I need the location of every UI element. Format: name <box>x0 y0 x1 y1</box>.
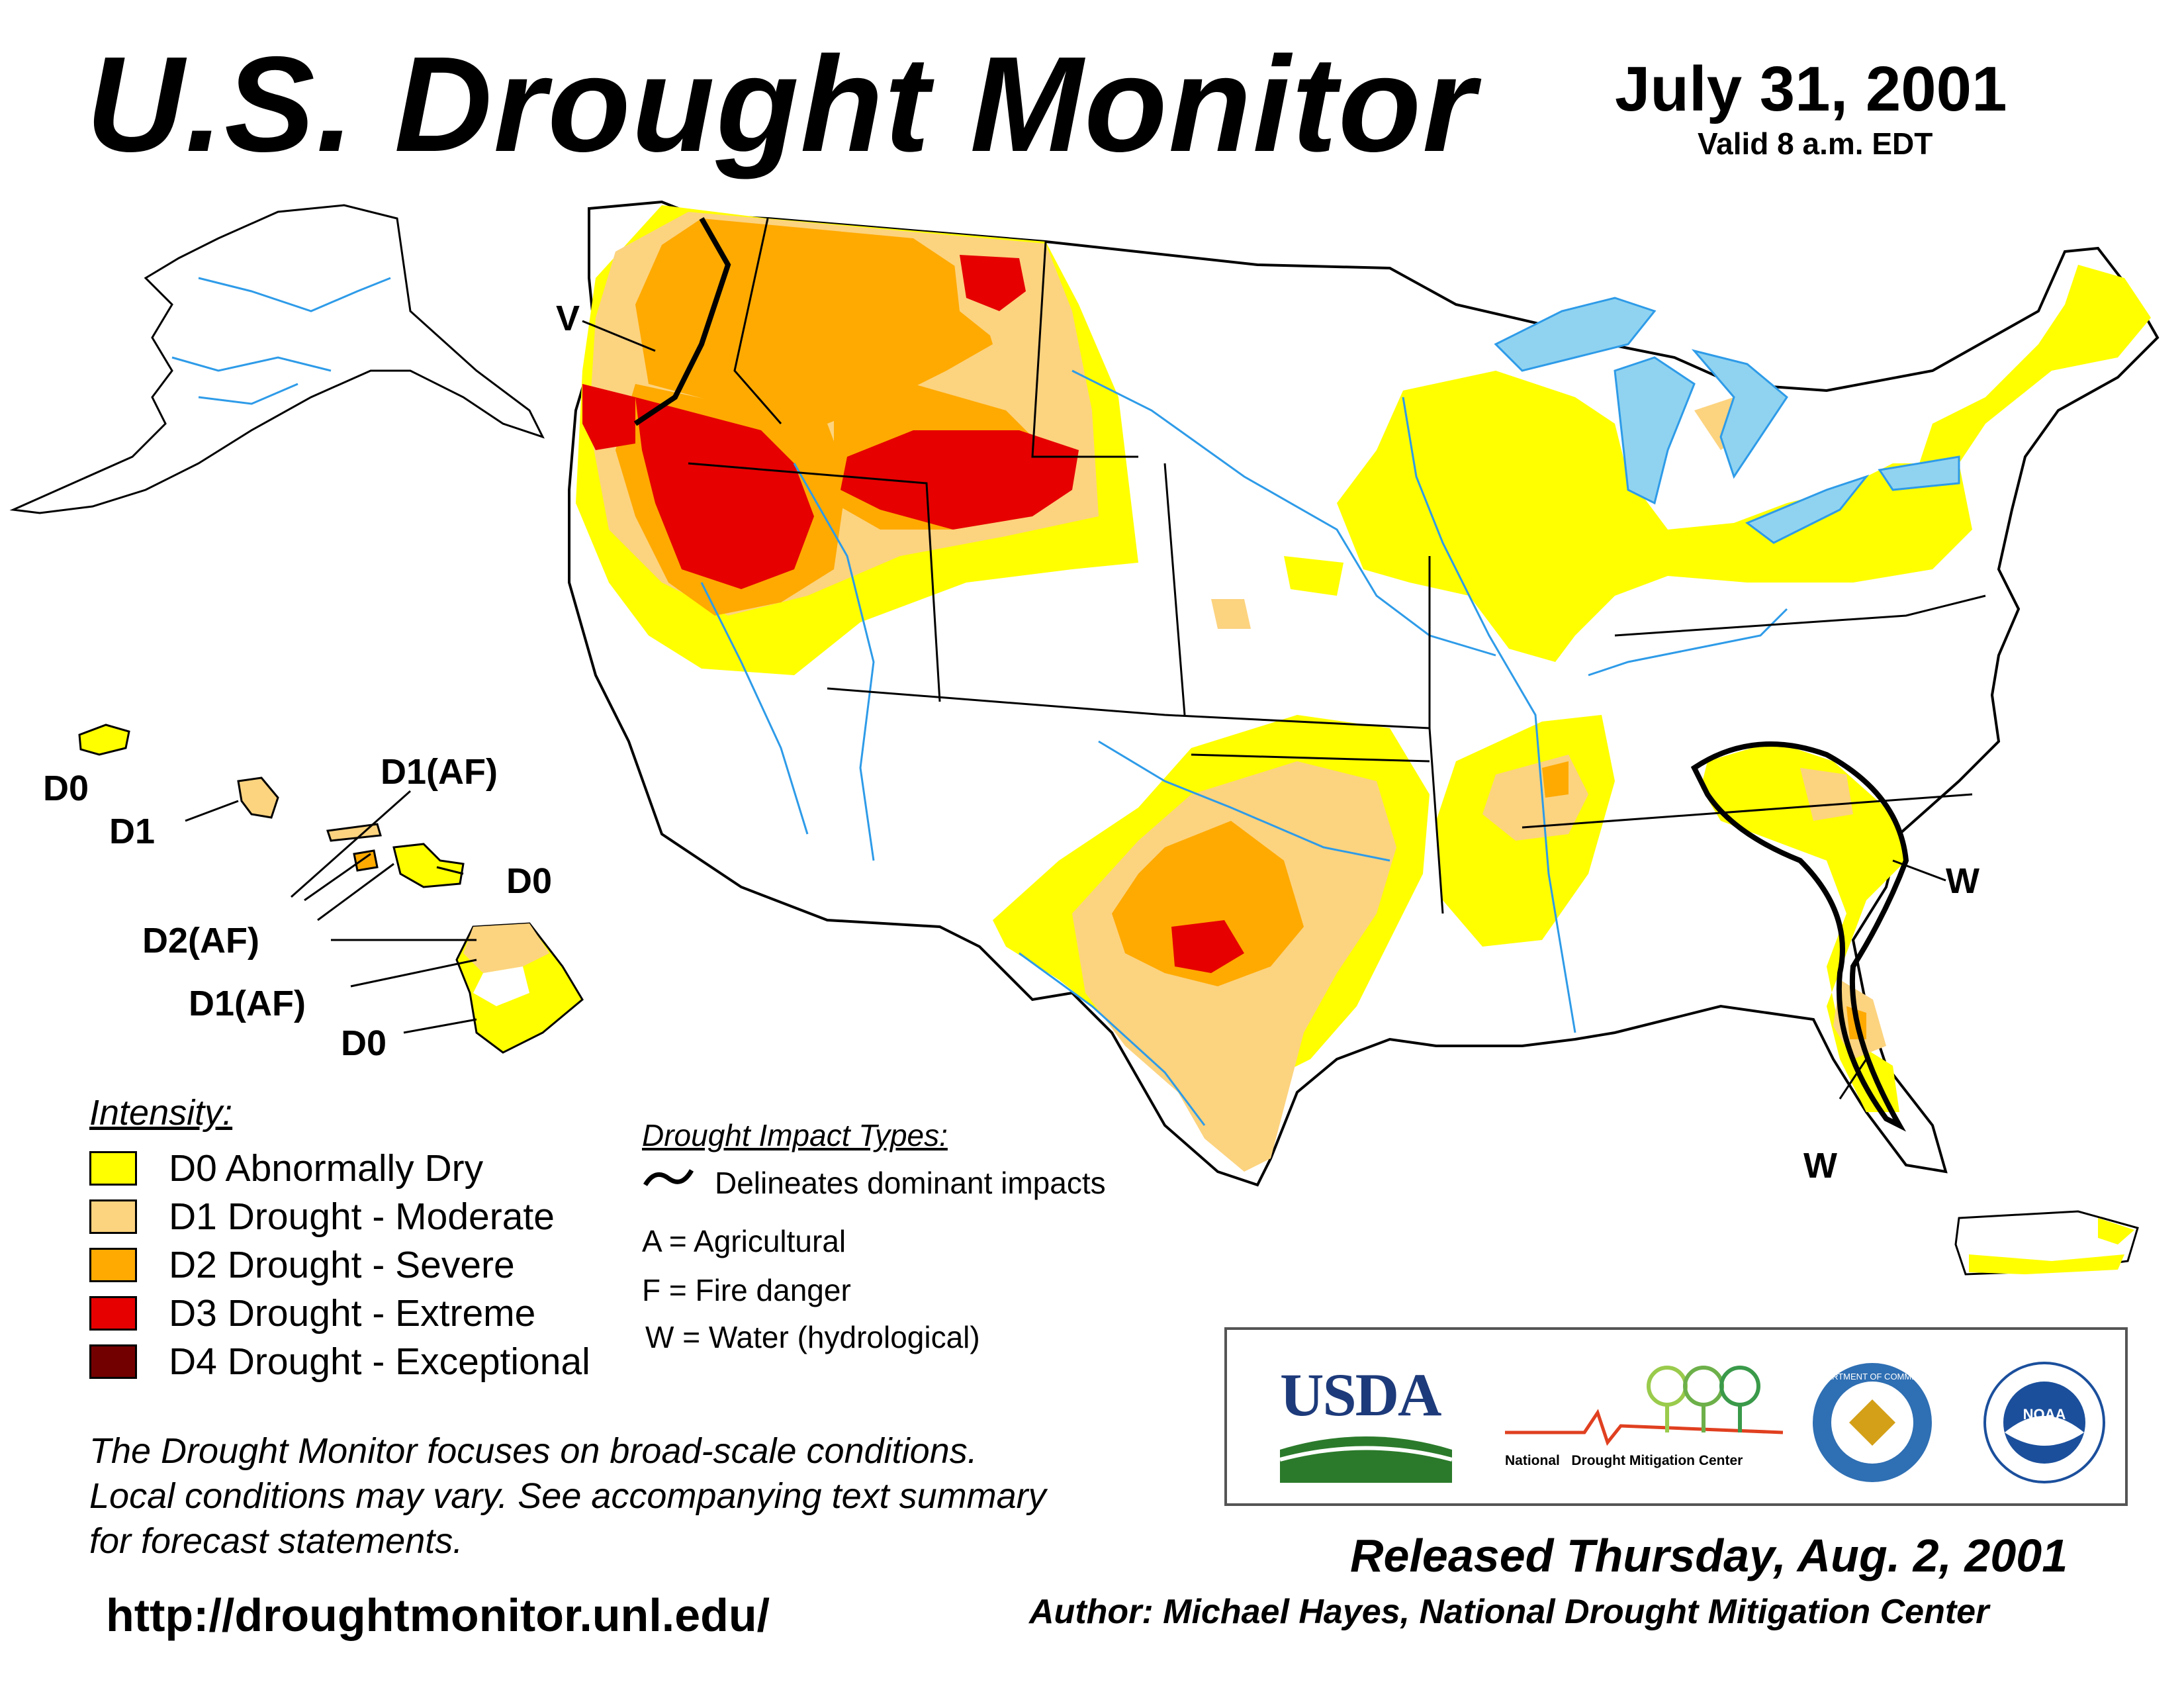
state-borders <box>688 218 1986 914</box>
usda-hills-icon <box>1279 1436 1453 1483</box>
page-title: U.S. Drought Monitor <box>86 28 1477 180</box>
label-molokai: D1(AF) <box>381 752 498 792</box>
author: Author: Michael Hayes, National Drought … <box>1029 1593 1989 1631</box>
hawaii-maui <box>392 843 465 888</box>
noaa-seal-text: NOAA <box>2023 1406 2066 1423</box>
noaa-seal-icon: NOAA <box>1983 1362 2105 1483</box>
label-oahu: D1 <box>109 812 156 851</box>
impacts-heading: Drought Impact Types: <box>642 1118 948 1152</box>
legend-label-d1: D1 Drought - Moderate <box>169 1196 555 1238</box>
label-southeast-w: W <box>1946 861 1979 901</box>
label-maui: D0 <box>506 861 553 901</box>
ndmc-logo-text: National Drought Mitigation Center <box>1505 1453 1783 1469</box>
usda-logo-text: USDA <box>1280 1361 1441 1429</box>
legend-item-d3: D3 Drought - Extreme <box>89 1290 535 1336</box>
drought-west <box>576 205 1138 675</box>
legend-label-d3: D3 Drought - Extreme <box>169 1292 536 1335</box>
legend-swatch-d0 <box>89 1151 137 1186</box>
impacts-fire: F = Fire danger <box>642 1273 851 1307</box>
map-date: July 31, 2001 <box>1615 54 2007 124</box>
legend-item-d2: D2 Drought - Severe <box>89 1242 515 1288</box>
impacts-agricultural: A = Agricultural <box>642 1224 846 1258</box>
legend-swatch-d3 <box>89 1296 137 1331</box>
legend-label-d2: D2 Drought - Severe <box>169 1244 515 1286</box>
impact-line-icon <box>643 1169 694 1186</box>
hawaii-kauai <box>78 724 130 756</box>
legend-item-d0: D0 Abnormally Dry <box>89 1145 483 1192</box>
drought-southeast <box>1690 741 1909 1132</box>
drought-south <box>993 715 1615 1172</box>
label-kauai: D0 <box>43 769 89 808</box>
ndmc-text-b: Drought Mitigation Center <box>1571 1453 1743 1468</box>
impacts-water: W = Water (hydrological) <box>645 1320 980 1354</box>
disclaimer: The Drought Monitor focuses on broad-sca… <box>89 1429 1214 1564</box>
website-url[interactable]: http://droughtmonitor.unl.edu/ <box>106 1589 770 1641</box>
label-leaders <box>185 320 1946 1100</box>
label-big-island-north: D1(AF) <box>189 984 306 1023</box>
legend-label-d4: D4 Drought - Exceptional <box>169 1340 590 1383</box>
label-west-v: V <box>556 299 580 338</box>
label-florida-w: W <box>1803 1146 1837 1186</box>
legend-swatch-d4 <box>89 1344 137 1379</box>
hawaii-molokai <box>326 823 382 842</box>
legend-swatch-d1 <box>89 1199 137 1234</box>
ndmc-logo: National Drought Mitigation Center <box>1505 1360 1784 1492</box>
ndmc-text-a: National <box>1505 1453 1560 1468</box>
legend-label-d0: D0 Abnormally Dry <box>169 1147 484 1190</box>
legend-item-d4: D4 Drought - Exceptional <box>89 1338 590 1385</box>
impacts-delineates: Delineates dominant impacts <box>715 1166 1106 1200</box>
disclaimer-line-1: The Drought Monitor focuses on broad-sca… <box>89 1431 978 1471</box>
usda-logo: USDA <box>1279 1360 1453 1486</box>
commerce-seal-text: DEPARTMENT OF COMMERCE <box>1809 1372 1935 1382</box>
legend-swatch-d2 <box>89 1248 137 1282</box>
legend-item-d1: D1 Drought - Moderate <box>89 1194 555 1240</box>
ndmc-trees-icon <box>1505 1366 1784 1446</box>
disclaimer-line-3: for forecast statements. <box>89 1521 463 1561</box>
drought-midwest <box>1337 371 1972 662</box>
disclaimer-line-2: Local conditions may vary. See accompany… <box>89 1476 1046 1516</box>
rivers <box>700 369 1788 1126</box>
logo-box: USDA National Drought Mitigation Center … <box>1224 1327 2128 1506</box>
legend-heading: Intensity: <box>89 1093 233 1133</box>
release-date: Released Thursday, Aug. 2, 2001 <box>1350 1530 2068 1581</box>
hawaii-lanai <box>353 849 379 872</box>
great-lakes <box>1494 297 1960 544</box>
commerce-seal-icon: DEPARTMENT OF COMMERCE <box>1809 1363 1935 1482</box>
hawaii-oahu <box>237 776 279 819</box>
label-lanai: D2(AF) <box>142 921 259 961</box>
label-big-island-south: D0 <box>341 1023 387 1063</box>
drought-northeast <box>1919 265 2151 463</box>
alaska <box>9 204 545 514</box>
valid-time: Valid 8 a.m. EDT <box>1698 126 1933 161</box>
